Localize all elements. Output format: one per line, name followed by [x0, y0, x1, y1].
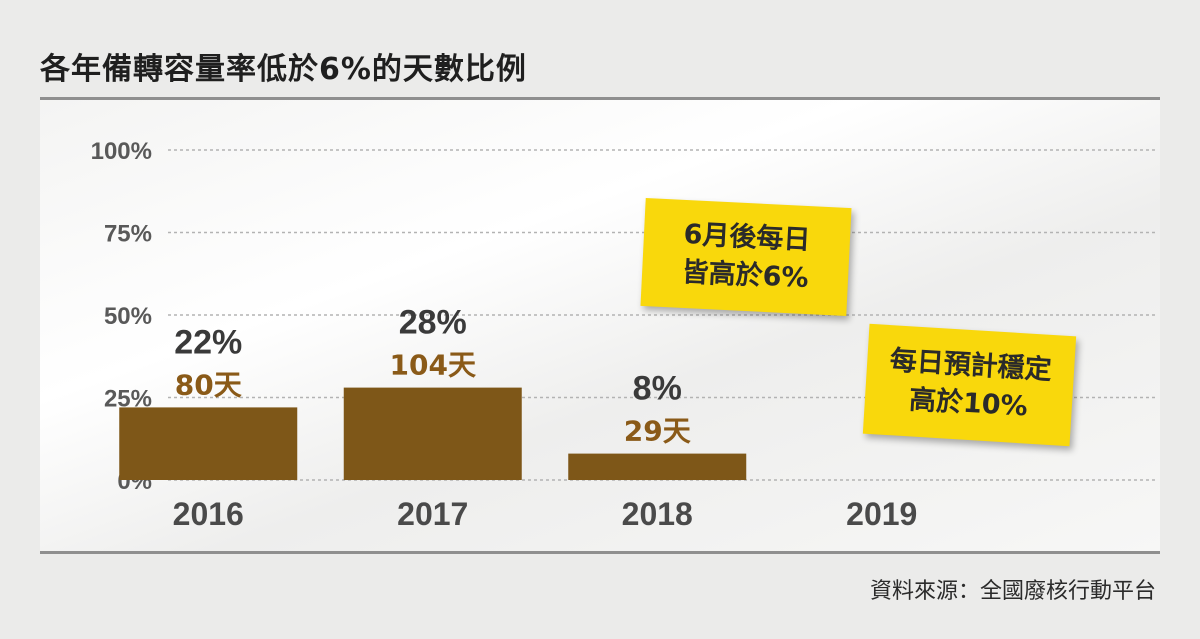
bar-2017 — [343, 387, 522, 480]
data-labels: 22% 80天 28% 104天 8% 29天 — [174, 304, 691, 448]
x-tick-label-2017: 2017 — [397, 496, 468, 532]
days-label-2016: 80天 — [175, 368, 242, 401]
value-label-2017: 28% — [399, 304, 467, 342]
bottom-divider — [40, 551, 1160, 554]
x-tick-label-2019: 2019 — [846, 496, 917, 532]
x-tick-label-2018: 2018 — [622, 496, 693, 532]
x-axis-ticks: 2016 2017 2018 2019 — [173, 496, 918, 532]
y-tick-label: 50% — [104, 303, 152, 330]
y-tick-label: 100% — [91, 138, 152, 165]
days-label-2017: 104天 — [390, 349, 476, 382]
days-label-2018: 29天 — [624, 415, 691, 448]
bars — [119, 387, 747, 480]
note-2018-line-1: 6月後每日 — [682, 219, 812, 257]
value-label-2016: 22% — [174, 323, 242, 361]
value-label-2018: 8% — [633, 370, 682, 408]
bar-2018 — [568, 453, 747, 480]
top-divider — [40, 97, 1160, 100]
note-2018-line-2: 皆高於6% — [680, 256, 810, 295]
note-2018: 6月後每日 皆高於6% — [640, 198, 852, 316]
y-axis-ticks: 0%25%50%75%100% — [91, 138, 152, 495]
note-2019-line-2: 高於10% — [908, 384, 1029, 423]
bar-2016 — [119, 407, 298, 480]
chart-title: 各年備轉容量率低於6%的天數比例 — [40, 52, 527, 87]
note-2019: 每日預計穩定 高於10% — [862, 323, 1077, 447]
x-tick-label-2016: 2016 — [173, 496, 244, 532]
source-note: 資料來源：全國廢核行動平台 — [869, 579, 1156, 604]
y-tick-label: 75% — [104, 221, 152, 248]
